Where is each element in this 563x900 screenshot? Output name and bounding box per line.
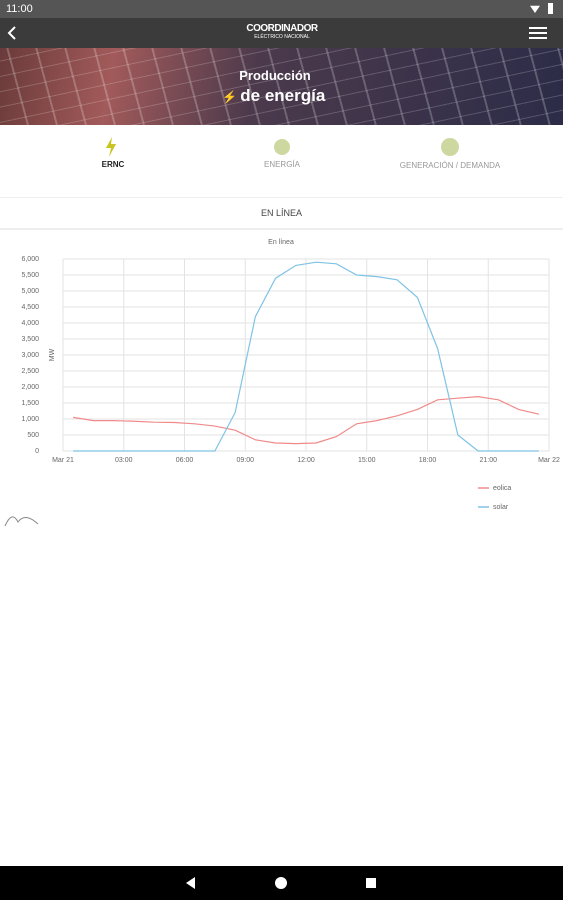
y-axis-title: MW [49, 348, 56, 361]
tab[interactable]: ERNC [101, 160, 125, 169]
x-tick-label: 12:00 [297, 457, 315, 464]
y-tick-label: 4,500 [21, 304, 39, 311]
banner: Producción ⚡ de energía [0, 48, 563, 125]
y-tick-label: 2,500 [21, 368, 39, 375]
battery-icon [548, 3, 553, 14]
generacion-icon [441, 138, 459, 156]
status-bar: 11:00 [0, 0, 563, 18]
y-tick-label: 3,500 [21, 336, 39, 343]
top-bar: COORDINADOR ELÉCTRICO NACIONAL [0, 18, 563, 48]
ernc-icon [106, 137, 116, 157]
section-header: EN LÍNEA [0, 197, 563, 230]
chart: En línea MW 0 500 1,000 1,500 2,000 2,500 3,00… [4, 239, 560, 527]
x-tick-label: 06:00 [176, 457, 194, 464]
x-tick-label: 18:00 [419, 457, 437, 464]
nav-bar [0, 866, 563, 900]
brand: COORDINADOR [246, 23, 318, 34]
y-tick-label: 6,000 [21, 256, 39, 263]
y-tick-label: 5,000 [21, 288, 39, 295]
series-line [73, 261, 539, 452]
nav-recent[interactable] [364, 876, 378, 890]
y-tick-label: 5,500 [21, 272, 39, 279]
y-tick-label: 1,000 [21, 416, 39, 423]
y-tick-label: 4,000 [21, 320, 39, 327]
x-tick-label: Mar 22 [538, 457, 560, 464]
x-tick-label: 21:00 [479, 457, 497, 464]
x-tick-label: Mar 21 [52, 457, 74, 464]
y-tick-label: 500 [27, 432, 39, 439]
energia-icon [274, 139, 290, 155]
y-tick-label: 0 [35, 448, 39, 455]
nav-home[interactable] [274, 876, 288, 890]
tab[interactable]: ENERGÍA [263, 160, 300, 169]
brand-sub: ELÉCTRICO NACIONAL [254, 34, 310, 40]
series-line [73, 395, 540, 445]
chart-title: En línea [268, 239, 294, 246]
legend-label: solar [493, 504, 509, 511]
tab[interactable]: GENERACIÓN / DEMANDA [399, 161, 501, 170]
x-tick-label: 09:00 [236, 457, 254, 464]
y-tick-label: 1,500 [21, 400, 39, 407]
banner-text: de energía [240, 86, 326, 105]
back-button[interactable] [6, 25, 18, 41]
clock: 11:00 [6, 3, 33, 15]
banner-line2: ⚡ de energía [222, 86, 326, 105]
legend-label: eolica [493, 485, 511, 492]
x-tick-label: 15:00 [358, 457, 376, 464]
menu-button[interactable] [529, 26, 547, 40]
y-tick-label: 2,000 [21, 384, 39, 391]
y-tick-label: 3,000 [21, 352, 39, 359]
x-tick-label: 03:00 [115, 457, 133, 464]
wifi-icon [530, 5, 540, 13]
nav-back[interactable] [184, 876, 198, 890]
banner-line1: Producción [239, 68, 311, 83]
logo-icon [4, 516, 39, 527]
